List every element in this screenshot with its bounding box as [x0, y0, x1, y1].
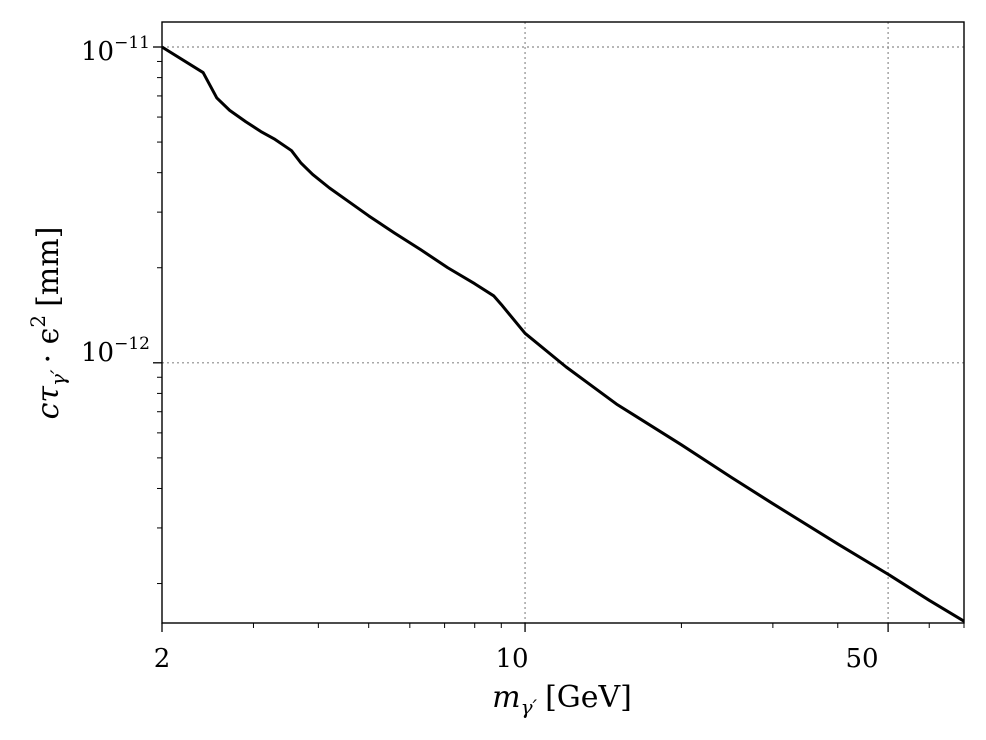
x-tick-label: 10	[495, 644, 528, 674]
x-tick-label: 50	[845, 644, 878, 674]
x-axis-subscript: γ′	[521, 695, 538, 719]
major-ticks	[153, 46, 889, 632]
minor-ticks	[157, 60, 965, 628]
y-tick-exponent: −12	[114, 334, 150, 354]
y-axis-subscript: γ′	[46, 369, 70, 386]
y-tick-base: 10	[81, 37, 114, 67]
y-tick-label: 10−12	[81, 334, 150, 368]
x-axis-label: mγ′ [GeV]	[492, 680, 632, 719]
y-tick-base: 10	[81, 338, 114, 368]
y-axis-symbol: cτ	[31, 386, 66, 420]
y-axis-label: cτγ′ · ϵ2 [mm]	[26, 227, 70, 420]
x-axis-unit: [GeV]	[545, 680, 632, 715]
x-tick-label: 2	[154, 644, 171, 674]
y-tick-label: 10−11	[81, 33, 150, 67]
y-axis-unit: [mm]	[31, 227, 66, 307]
y-axis-multiplier: · ϵ	[31, 328, 66, 364]
x-axis-symbol: m	[492, 680, 520, 715]
x-tick-labels: 2 10 50	[154, 644, 879, 674]
y-tick-labels: 10−11 10−12	[81, 33, 150, 368]
series-line	[161, 45, 965, 623]
plot-frame	[161, 21, 965, 624]
grid-lines	[162, 22, 964, 623]
series-layer	[161, 45, 965, 623]
y-tick-exponent: −11	[114, 33, 150, 53]
y-axis-superscript: 2	[26, 315, 50, 328]
